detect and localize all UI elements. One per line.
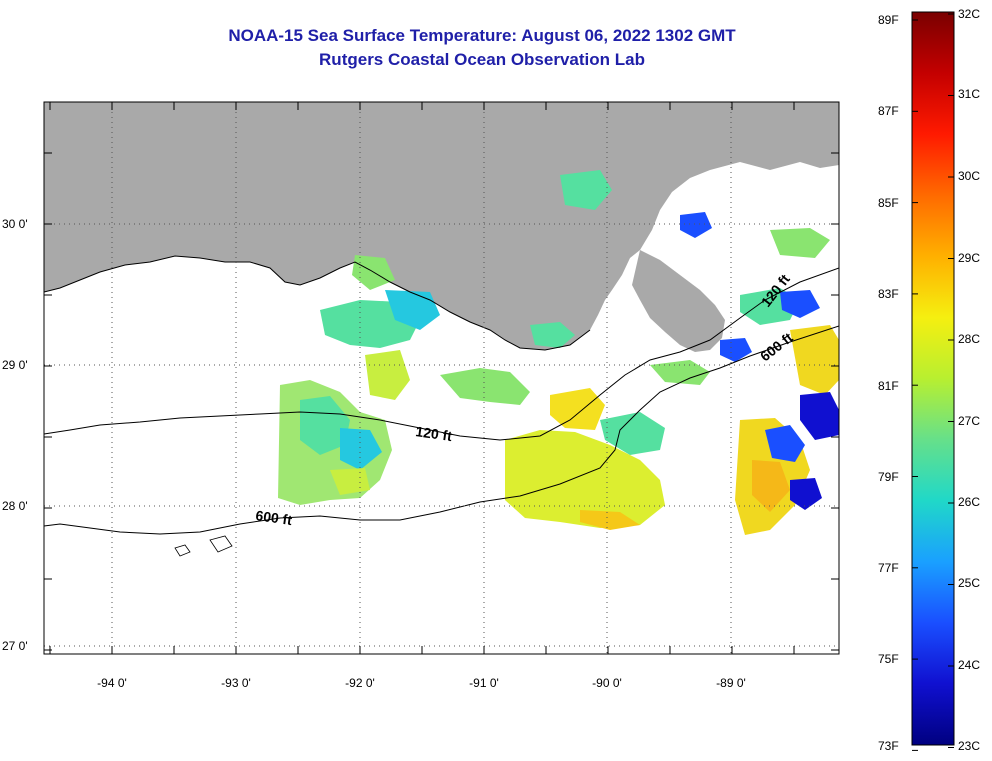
colorbar-ticks <box>912 13 954 751</box>
contour-120ft <box>44 267 839 441</box>
contour-label-600-west: 600 ft <box>255 507 294 528</box>
coastline <box>44 255 591 351</box>
map-ticks <box>44 102 839 654</box>
cb-f-83: 83F <box>878 287 899 301</box>
map-subtitle: Rutgers Coastal Ocean Observation Lab <box>319 50 645 69</box>
map-frame <box>43 101 840 655</box>
cb-c-29: 29C <box>958 251 980 265</box>
graticule <box>44 102 839 654</box>
cb-f-81: 81F <box>878 379 899 393</box>
bathymetry-islands <box>174 535 233 557</box>
lon-label-90: -90 0' <box>592 676 622 690</box>
lon-label-92: -92 0' <box>345 676 375 690</box>
cb-c-23: 23C <box>958 739 980 753</box>
lat-label-28: 28 0' <box>2 499 28 513</box>
lon-label-89: -89 0' <box>716 676 746 690</box>
cb-f-89: 89F <box>878 13 899 27</box>
lat-label-30: 30 0' <box>2 217 28 231</box>
lon-label-94: -94 0' <box>97 676 127 690</box>
cb-c-28: 28C <box>958 332 980 346</box>
cb-c-25: 25C <box>958 576 980 590</box>
cb-c-24: 24C <box>958 658 980 672</box>
lat-label-27: 27 0' <box>2 639 28 653</box>
lon-label-93: -93 0' <box>221 676 251 690</box>
cb-f-85: 85F <box>878 196 899 210</box>
cb-f-73: 73F <box>878 739 899 753</box>
cb-f-75: 75F <box>878 652 899 666</box>
contour-label-120-west: 120 ft <box>415 423 454 444</box>
cb-c-27: 27C <box>958 414 980 428</box>
contour-600ft <box>44 325 839 535</box>
cb-f-77: 77F <box>878 561 899 575</box>
cb-c-26: 26C <box>958 495 980 509</box>
colorbar <box>911 11 955 746</box>
cb-f-79: 79F <box>878 470 899 484</box>
delta-land <box>632 250 725 352</box>
land-mass <box>44 102 839 350</box>
sst-patches <box>278 170 839 535</box>
lat-label-29: 29 0' <box>2 358 28 372</box>
cb-c-31: 31C <box>958 87 980 101</box>
lon-label-91: -91 0' <box>469 676 499 690</box>
cb-c-30: 30C <box>958 169 980 183</box>
cb-c-32: 32C <box>958 7 980 21</box>
map-title: NOAA-15 Sea Surface Temperature: August … <box>228 26 736 45</box>
cb-f-87: 87F <box>878 104 899 118</box>
